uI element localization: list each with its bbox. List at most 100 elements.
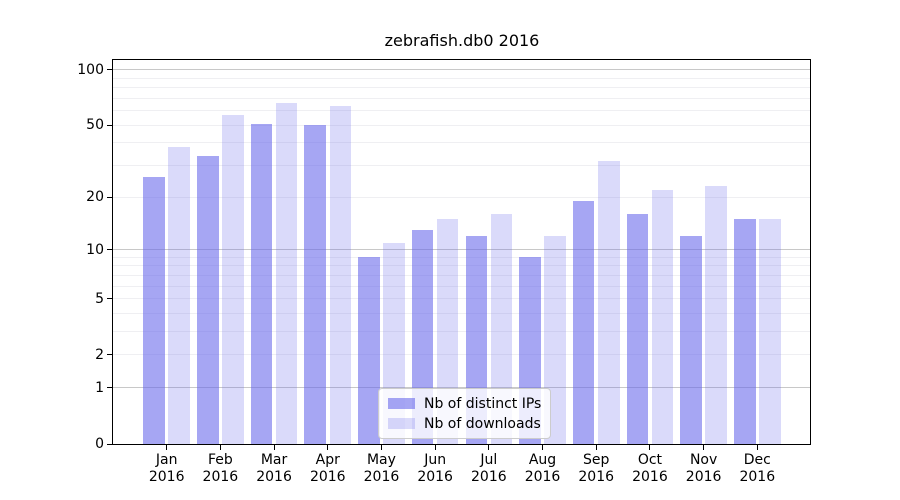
x-label-year: 2016 <box>471 469 507 485</box>
x-label-year: 2016 <box>578 469 615 485</box>
x-label-month: Nov <box>689 452 718 468</box>
y-axis-tick-label: 5 <box>95 290 104 307</box>
x-label-month: Dec <box>743 452 771 468</box>
bar-distinct-ips-dec <box>734 219 756 444</box>
bar-distinct-ips-feb <box>197 155 219 444</box>
minor-gridline <box>113 87 810 89</box>
legend-item-downloads: Nb of downloads <box>388 414 541 433</box>
bar-distinct-ips-may <box>358 257 380 444</box>
x-axis-tick-label: Feb 2016 <box>188 452 252 486</box>
x-label-year: 2016 <box>363 469 400 485</box>
y-axis-tick-label: 50 <box>86 117 104 134</box>
x-axis-tick-label: Jul 2016 <box>457 452 521 486</box>
y-axis-tick-label: 100 <box>77 61 104 78</box>
y-axis-tick <box>107 354 112 356</box>
major-gridline <box>113 69 810 71</box>
x-label-month: Oct <box>637 452 663 468</box>
minor-gridline <box>113 110 810 112</box>
x-axis-tick-label: Apr 2016 <box>296 452 360 486</box>
legend-item-distinct-ips: Nb of distinct IPs <box>388 394 541 413</box>
y-axis-tick-label: 1 <box>95 379 104 396</box>
x-axis-tick <box>434 445 436 450</box>
x-axis-tick <box>595 445 597 450</box>
x-label-month: Apr <box>315 452 340 468</box>
x-axis-tick <box>649 445 651 450</box>
minor-gridline <box>113 285 810 287</box>
legend-label-downloads: Nb of downloads <box>424 415 541 432</box>
y-axis-tick-label: 20 <box>86 189 104 206</box>
x-axis-tick-label: Jan 2016 <box>135 452 199 486</box>
x-label-year: 2016 <box>739 469 776 485</box>
legend-swatch-downloads <box>388 418 415 429</box>
bar-downloads-jul <box>490 214 513 444</box>
x-axis-tick-label: Sep 2016 <box>564 452 628 486</box>
x-label-month: May <box>366 452 396 468</box>
y-axis-tick-label: 2 <box>95 346 104 363</box>
legend-swatch-distinct-ips <box>388 398 415 409</box>
bar-distinct-ips-jan <box>143 176 165 444</box>
minor-gridline <box>113 256 810 258</box>
x-label-year: 2016 <box>256 469 292 485</box>
minor-gridline <box>113 196 810 198</box>
x-label-year: 2016 <box>524 469 561 485</box>
x-axis-tick-label: Dec 2016 <box>725 452 789 486</box>
bar-downloads-apr <box>329 105 352 444</box>
bar-downloads-sep <box>598 160 620 444</box>
x-axis-tick <box>380 445 382 450</box>
y-axis-tick-label: 0 <box>95 436 104 452</box>
x-axis-tick <box>756 445 758 450</box>
bar-downloads-jun <box>436 219 459 444</box>
bar-distinct-ips-sep <box>572 201 595 444</box>
bar-downloads-nov <box>705 186 727 444</box>
x-axis-tick-label: Oct 2016 <box>618 452 682 486</box>
x-axis-tick-label: Jun 2016 <box>403 452 467 486</box>
x-label-month: Mar <box>260 452 288 468</box>
bar-downloads-dec <box>759 219 781 444</box>
y-axis-tick <box>107 249 112 251</box>
x-label-month: Jan <box>155 452 178 468</box>
minor-gridline <box>113 97 810 99</box>
bar-distinct-ips-mar <box>250 123 273 444</box>
minor-gridline <box>113 354 810 356</box>
minor-gridline <box>113 77 810 79</box>
x-axis-tick-label: Aug 2016 <box>511 452 575 486</box>
x-axis-tick-label: Mar 2016 <box>242 452 306 486</box>
x-axis-tick <box>488 445 490 450</box>
x-axis-tick <box>542 445 544 450</box>
x-axis-tick <box>166 445 168 450</box>
chart-title: zebrafish.db0 2016 <box>384 31 540 50</box>
x-label-year: 2016 <box>202 469 239 485</box>
x-axis-tick <box>219 445 221 450</box>
minor-gridline <box>113 165 810 167</box>
x-axis-tick <box>703 445 705 450</box>
x-axis-tick <box>273 445 275 450</box>
x-label-month: Jun <box>424 452 447 468</box>
x-label-month: Aug <box>528 452 557 468</box>
y-axis-tick <box>107 443 112 445</box>
legend-label-distinct-ips: Nb of distinct IPs <box>424 395 542 412</box>
y-axis-tick <box>107 196 112 198</box>
x-label-month: Sep <box>583 452 610 468</box>
minor-gridline <box>113 313 810 314</box>
legend: Nb of distinct IPs Nb of downloads <box>378 388 552 439</box>
minor-gridline <box>113 142 810 144</box>
minor-gridline <box>113 331 810 333</box>
minor-gridline <box>113 124 810 126</box>
bar-downloads-jan <box>168 146 190 444</box>
x-axis-tick <box>327 445 329 450</box>
y-axis-tick <box>107 298 112 300</box>
x-label-year: 2016 <box>417 469 453 485</box>
x-label-year: 2016 <box>309 469 346 485</box>
bar-downloads-feb <box>222 114 244 444</box>
x-label-year: 2016 <box>148 469 185 485</box>
x-label-month: Jul <box>480 452 498 468</box>
major-gridline <box>113 249 810 251</box>
major-gridline <box>113 387 810 389</box>
bar-downloads-oct <box>651 189 674 444</box>
plot-area: Nb of distinct IPs Nb of downloads 0 1 2 5 1… <box>77 59 811 485</box>
bar-distinct-ips-nov <box>680 236 702 444</box>
y-axis-tick <box>107 124 112 126</box>
x-axis-tick-label: Nov 2016 <box>672 452 736 486</box>
y-axis-tick <box>107 387 112 389</box>
bar-distinct-ips-oct <box>626 214 649 444</box>
